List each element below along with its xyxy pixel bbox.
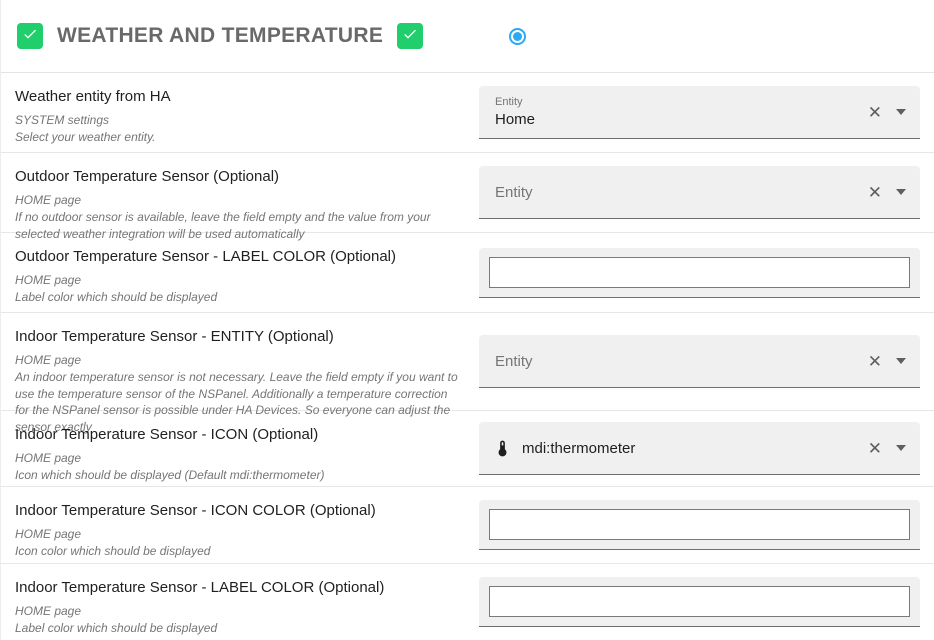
- label-color-input[interactable]: [489, 586, 910, 617]
- setting-title: Indoor Temperature Sensor - ICON COLOR (…: [15, 502, 376, 519]
- setting-description: An indoor temperature sensor is not nece…: [15, 369, 458, 435]
- setting-title: Outdoor Temperature Sensor - LABEL COLOR…: [15, 248, 397, 265]
- clear-icon[interactable]: ✕: [867, 182, 882, 202]
- setting-description: Icon which should be displayed (Default …: [15, 467, 325, 482]
- setting-title: Outdoor Temperature Sensor (Optional): [15, 168, 280, 185]
- label-color-input[interactable]: [489, 256, 910, 288]
- clear-icon[interactable]: ✕: [867, 438, 882, 458]
- select-value: mdi:thermometer: [522, 439, 636, 457]
- setting-description: Select your weather entity.: [15, 129, 156, 144]
- icon-color-input[interactable]: [489, 509, 910, 540]
- select-floating-label: Entity: [495, 96, 523, 108]
- entity-select[interactable]: Entity Home ✕: [479, 86, 920, 139]
- setting-row-indoor-entity: Indoor Temperature Sensor - ENTITY (Opti…: [1, 313, 934, 434]
- dropdown-arrow-icon[interactable]: [896, 189, 906, 195]
- radio-selected-icon: [513, 31, 523, 41]
- setting-description: Label color which should be displayed: [15, 289, 218, 304]
- section-radio-button[interactable]: [509, 27, 527, 45]
- setting-row-outdoor-sensor: Outdoor Temperature Sensor (Optional) HO…: [1, 153, 934, 241]
- clear-icon[interactable]: ✕: [867, 351, 882, 371]
- setting-description: If no outdoor sensor is available, leave…: [15, 209, 431, 241]
- dropdown-arrow-icon[interactable]: [896, 358, 906, 364]
- select-value: Home: [495, 111, 536, 128]
- setting-title: Indoor Temperature Sensor - ENTITY (Opti…: [15, 328, 334, 345]
- setting-row-outdoor-label-color: Outdoor Temperature Sensor - LABEL COLOR…: [1, 233, 934, 313]
- setting-row-indoor-label-color: Indoor Temperature Sensor - LABEL COLOR …: [1, 564, 934, 640]
- setting-description: Icon color which should be displayed: [15, 543, 211, 558]
- dropdown-arrow-icon[interactable]: [896, 109, 906, 115]
- icon-select[interactable]: mdi:thermometer ✕: [479, 422, 920, 475]
- setting-page-label: SYSTEM settings: [15, 113, 110, 127]
- setting-description: Label color which should be displayed: [15, 620, 218, 635]
- setting-page-label: HOME page: [15, 604, 82, 618]
- setting-title: Indoor Temperature Sensor - LABEL COLOR …: [15, 579, 385, 596]
- setting-page-label: HOME page: [15, 193, 82, 207]
- dropdown-arrow-icon[interactable]: [896, 445, 906, 451]
- setting-row-weather-entity: Weather entity from HA SYSTEM settings S…: [1, 73, 934, 153]
- setting-row-indoor-icon: Indoor Temperature Sensor - ICON (Option…: [1, 411, 934, 487]
- clear-icon[interactable]: ✕: [867, 102, 882, 122]
- setting-page-label: HOME page: [15, 273, 82, 287]
- select-placeholder: Entity: [495, 183, 533, 201]
- entity-select[interactable]: Entity ✕: [479, 335, 920, 388]
- setting-row-indoor-icon-color: Indoor Temperature Sensor - ICON COLOR (…: [1, 487, 934, 564]
- entity-select[interactable]: Entity ✕: [479, 166, 920, 219]
- checkmark-icon: [402, 26, 418, 47]
- setting-page-label: HOME page: [15, 527, 82, 541]
- section-header: WEATHER AND TEMPERATURE: [1, 0, 934, 73]
- section-secondary-checkbox[interactable]: [397, 23, 424, 49]
- setting-page-label: HOME page: [15, 451, 82, 465]
- setting-page-label: HOME page: [15, 353, 82, 367]
- section-title: WEATHER AND TEMPERATURE: [57, 24, 384, 47]
- setting-title: Weather entity from HA: [15, 88, 171, 105]
- select-placeholder: Entity: [495, 352, 533, 370]
- section-enabled-checkbox[interactable]: [17, 23, 43, 49]
- checkmark-icon: [22, 26, 38, 47]
- thermometer-icon: [479, 439, 512, 458]
- setting-title: Indoor Temperature Sensor - ICON (Option…: [15, 426, 319, 443]
